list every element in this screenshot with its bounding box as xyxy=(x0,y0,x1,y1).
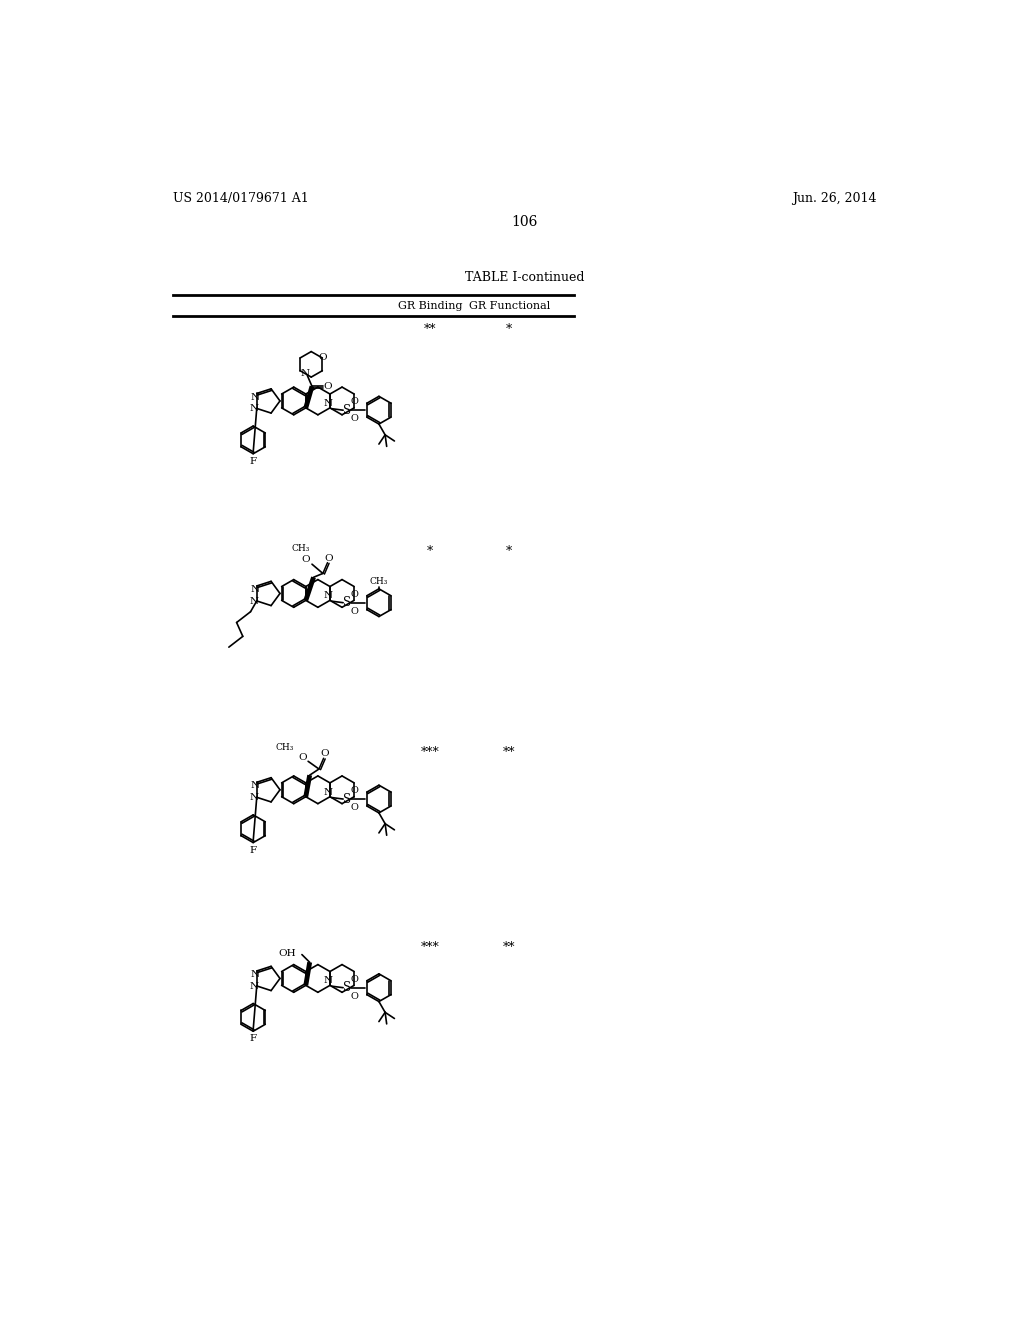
Text: N: N xyxy=(251,392,259,401)
Text: OH: OH xyxy=(279,949,296,957)
Text: US 2014/0179671 A1: US 2014/0179671 A1 xyxy=(173,191,308,205)
Text: F: F xyxy=(250,457,257,466)
Text: N: N xyxy=(323,591,332,601)
Text: N: N xyxy=(251,970,259,979)
Text: N: N xyxy=(250,404,259,413)
Text: *: * xyxy=(506,323,512,335)
Text: S: S xyxy=(343,404,351,417)
Text: O: O xyxy=(351,590,358,599)
Text: N: N xyxy=(251,585,259,594)
Text: N: N xyxy=(323,977,332,985)
Text: O: O xyxy=(324,381,332,391)
Text: O: O xyxy=(351,991,358,1001)
Text: N: N xyxy=(250,597,259,606)
Text: N: N xyxy=(251,781,259,791)
Text: F: F xyxy=(250,1035,257,1043)
Text: O: O xyxy=(351,803,358,812)
Text: N: N xyxy=(323,399,332,408)
Text: GR Functional: GR Functional xyxy=(469,301,550,312)
Text: *: * xyxy=(427,545,433,557)
Text: TABLE I-continued: TABLE I-continued xyxy=(465,271,585,284)
Text: **: ** xyxy=(503,746,515,759)
Text: O: O xyxy=(321,750,330,758)
Text: 106: 106 xyxy=(512,215,538,228)
Text: Jun. 26, 2014: Jun. 26, 2014 xyxy=(793,191,877,205)
Text: O: O xyxy=(351,787,358,795)
Text: O: O xyxy=(325,553,334,562)
Text: N: N xyxy=(250,793,259,803)
Text: O: O xyxy=(301,556,310,564)
Text: F: F xyxy=(250,846,257,855)
Text: O: O xyxy=(318,354,327,363)
Text: N: N xyxy=(300,370,309,379)
Text: S: S xyxy=(343,597,351,610)
Text: ***: *** xyxy=(421,941,439,954)
Text: O: O xyxy=(351,397,358,407)
Text: GR Binding: GR Binding xyxy=(398,301,463,312)
Text: **: ** xyxy=(503,941,515,954)
Text: O: O xyxy=(351,414,358,424)
Text: ***: *** xyxy=(421,746,439,759)
Text: O: O xyxy=(298,752,307,762)
Text: O: O xyxy=(351,974,358,983)
Text: S: S xyxy=(343,792,351,805)
Text: N: N xyxy=(323,788,332,796)
Text: CH₃: CH₃ xyxy=(370,577,388,586)
Text: CH₃: CH₃ xyxy=(275,743,294,752)
Text: CH₃: CH₃ xyxy=(292,544,310,553)
Text: *: * xyxy=(506,545,512,557)
Text: O: O xyxy=(351,607,358,615)
Text: **: ** xyxy=(424,323,436,335)
Text: N: N xyxy=(250,982,259,990)
Text: S: S xyxy=(343,981,351,994)
